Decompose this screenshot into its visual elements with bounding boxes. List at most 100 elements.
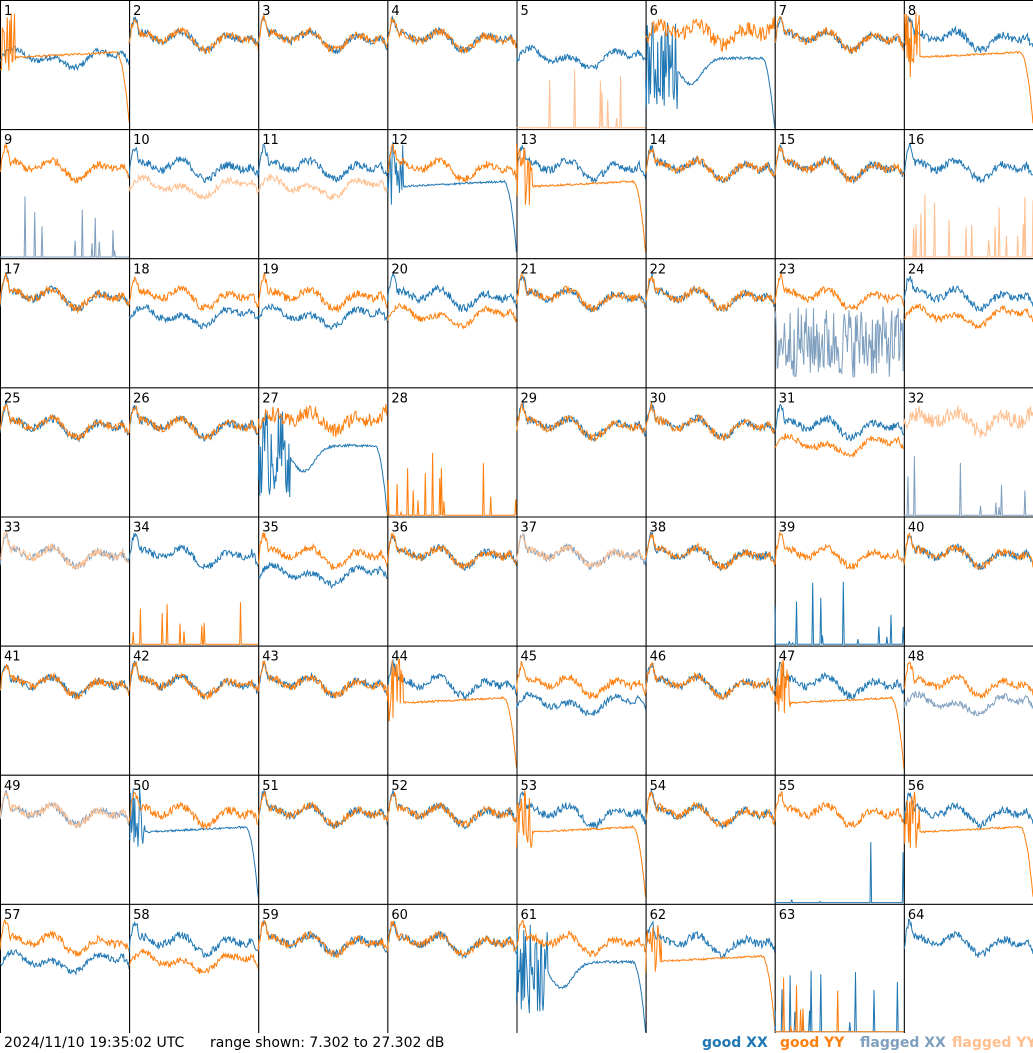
panel-frame (387, 0, 518, 131)
series-yy-good (516, 403, 647, 443)
series-xx-flagged (903, 690, 1033, 717)
series-yy-good (903, 12, 1033, 124)
panel-label: 16 (908, 133, 925, 148)
panel-frame (258, 645, 389, 776)
series-xx-good (0, 45, 130, 72)
series-yy-flagged (903, 194, 1033, 258)
panel-59: 59 (257, 903, 389, 1033)
series-yy-good (128, 791, 259, 830)
panel-label: 35 (262, 521, 279, 536)
panel-label: 32 (908, 391, 925, 406)
panel-24: 24 (903, 258, 1033, 389)
series-xx-good (903, 275, 1033, 313)
panel-label: 17 (4, 262, 21, 277)
panel-frame (645, 774, 776, 905)
series-yy-flagged (516, 533, 647, 568)
panel-54: 54 (645, 774, 776, 905)
series-xx-good (645, 144, 776, 184)
panel-27: 27 (257, 387, 389, 518)
legend-flagged-xx: flagged XX (860, 1035, 946, 1051)
panel-label: 37 (521, 521, 538, 536)
panel-label: 18 (133, 262, 150, 277)
panel-frame (774, 774, 905, 905)
panel-42: 42 (128, 645, 260, 776)
series-xx-good (257, 408, 388, 516)
panel-32: 32 (903, 387, 1033, 518)
panel-frame (258, 903, 389, 1033)
panel-13: 13 (516, 129, 647, 260)
series-xx-good (903, 792, 1033, 831)
legend-flagged-yy: flagged YY (952, 1035, 1033, 1051)
series-xx-good (774, 403, 905, 442)
panel-frame (129, 387, 260, 518)
panel-19: 19 (257, 258, 389, 389)
panel-frame (0, 516, 131, 647)
series-xx-flagged (903, 456, 1033, 516)
series-yy-flagged (0, 791, 130, 829)
panel-5: 5 (516, 0, 647, 131)
series-xx-good (774, 661, 905, 701)
panel-label: 26 (133, 391, 150, 406)
series-yy-good (257, 919, 388, 959)
legend-good-xx: good XX (702, 1035, 768, 1051)
panel-2: 2 (128, 0, 260, 131)
panel-frame (903, 387, 1033, 518)
panel-label: 27 (262, 391, 279, 406)
panel-frame (0, 387, 131, 518)
panel-14: 14 (645, 129, 776, 260)
series-xx-good (387, 534, 517, 572)
panel-label: 31 (779, 391, 796, 406)
series-yy-flagged (257, 172, 388, 201)
series-yy-good (386, 302, 517, 330)
panel-15: 15 (774, 129, 905, 260)
panel-label: 13 (521, 133, 538, 148)
panel-frame (0, 903, 131, 1033)
series-yy-good (0, 404, 130, 441)
panel-3: 3 (257, 0, 389, 131)
panel-frame (258, 0, 389, 131)
panel-frame (645, 645, 776, 776)
panel-label: 34 (133, 521, 150, 536)
series-xx-good (903, 16, 1033, 53)
panel-41: 41 (0, 645, 131, 776)
panel-label: 44 (391, 650, 408, 665)
panel-label: 42 (133, 650, 150, 665)
panel-frame (0, 774, 131, 905)
panel-label: 25 (4, 391, 21, 406)
series-yy-good (645, 925, 776, 1027)
panel-frame (258, 129, 389, 260)
panel-6: 6 (645, 0, 776, 131)
series-yy-good (386, 17, 517, 54)
panel-label: 59 (262, 908, 279, 923)
series-xx-good (386, 142, 517, 253)
series-xx-good (128, 146, 259, 183)
panel-39: 39 (774, 516, 905, 647)
panel-17: 17 (0, 258, 131, 389)
panel-frame (129, 645, 260, 776)
series-yy-good (128, 405, 259, 441)
series-xx-good (257, 143, 388, 183)
range-shown: range shown: 7.302 to 27.302 dB (210, 1035, 445, 1051)
series-yy-good (386, 791, 517, 829)
panel-label: 55 (779, 779, 796, 794)
panel-55: 55 (774, 774, 905, 905)
series-xx-good (128, 920, 259, 959)
panel-51: 51 (257, 774, 389, 905)
panel-label: 29 (521, 391, 538, 406)
panel-label: 48 (908, 650, 925, 665)
panel-label: 49 (4, 779, 21, 794)
panel-48: 48 (903, 645, 1033, 776)
series-xx-good (257, 303, 388, 330)
panel-label: 33 (4, 521, 21, 536)
panel-frame (258, 774, 389, 905)
series-xx-good (903, 918, 1033, 958)
panel-22: 22 (645, 258, 776, 389)
panel-40: 40 (903, 516, 1033, 647)
panel-label: 30 (650, 391, 667, 406)
panel-label: 47 (779, 650, 796, 665)
panel-35: 35 (257, 516, 389, 647)
panel-label: 58 (133, 908, 150, 923)
panel-44: 44 (386, 645, 518, 776)
panel-11: 11 (257, 129, 389, 260)
series-yy-good (128, 947, 259, 975)
